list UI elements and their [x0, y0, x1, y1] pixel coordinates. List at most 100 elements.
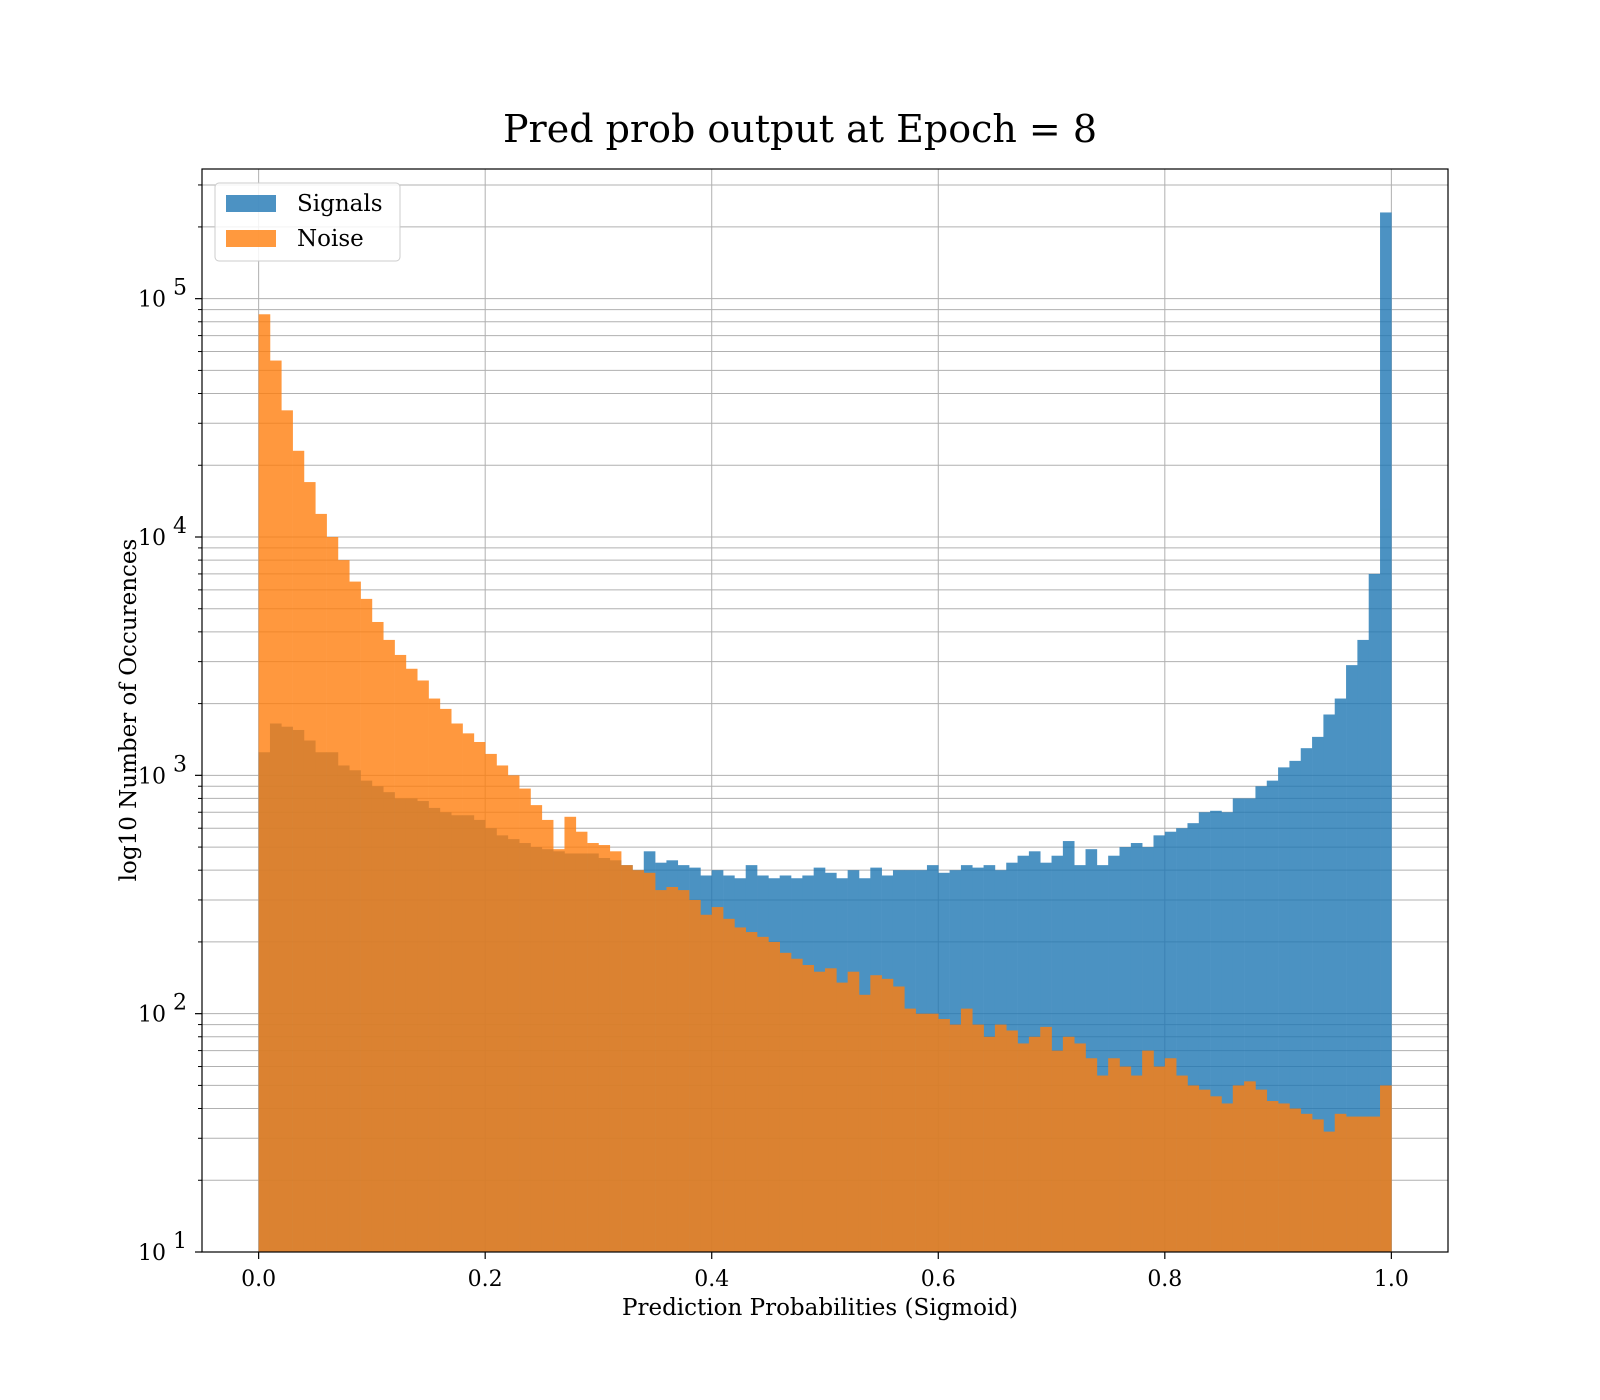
y-tick-exponent: 4	[173, 514, 187, 539]
histogram-bar	[1176, 1075, 1188, 1252]
y-axis-label: log10 Number of Occurences	[116, 539, 142, 882]
histogram-bar	[1357, 639, 1370, 1252]
histogram-bar	[994, 1024, 1007, 1252]
histogram-bar	[1278, 1103, 1290, 1252]
histogram-bar	[349, 581, 361, 1252]
histogram-bar	[519, 788, 531, 1252]
legend-swatch	[226, 195, 276, 212]
histogram-bar	[791, 958, 803, 1252]
histogram-bar	[428, 698, 441, 1252]
histogram-bar	[485, 753, 497, 1252]
histogram-bar	[802, 965, 814, 1252]
histogram-bar	[530, 805, 543, 1252]
histogram-bar	[1300, 748, 1313, 1252]
histogram-bar	[1380, 212, 1392, 1252]
histogram-bar	[507, 775, 520, 1252]
histogram-bar	[666, 886, 679, 1252]
histogram-bar	[405, 668, 418, 1252]
histogram-bar	[1096, 1075, 1109, 1252]
histogram-bar	[462, 733, 475, 1252]
histogram-bar	[1255, 1089, 1268, 1252]
histogram-bar	[700, 914, 713, 1252]
histogram-bar	[598, 845, 611, 1252]
histogram-bar	[734, 927, 747, 1252]
histogram-bar	[836, 982, 848, 1252]
histogram-bar	[1334, 698, 1347, 1252]
histogram-bar	[1380, 1085, 1392, 1252]
x-axis-label: Prediction Probabilities (Sigmoid)	[622, 1295, 1018, 1321]
y-tick-label: 10	[138, 1241, 166, 1266]
histogram-bar	[1232, 798, 1245, 1252]
histogram-bar	[847, 971, 860, 1252]
histogram-bar	[938, 1018, 950, 1252]
histogram-bar	[496, 765, 509, 1252]
histogram-bar	[779, 952, 792, 1252]
plot-frame	[201, 168, 1449, 1253]
histogram-bar	[1006, 1030, 1018, 1252]
histogram-bar	[949, 1024, 962, 1252]
histogram-bar	[1153, 835, 1166, 1252]
plot-area	[201, 168, 1449, 1253]
histogram-bar	[1346, 1116, 1358, 1252]
y-tick-label: 10	[138, 288, 166, 313]
histogram-bar	[315, 513, 327, 1252]
histogram-bar	[723, 918, 735, 1252]
histogram-bar	[1085, 1058, 1098, 1252]
histogram-bar	[394, 654, 407, 1252]
histogram-bar	[1357, 1116, 1370, 1252]
y-tick-label: 10	[138, 1003, 166, 1028]
histogram-bar	[825, 968, 837, 1252]
histogram-bar	[1108, 1058, 1120, 1252]
histogram-bar	[1017, 1043, 1030, 1252]
histogram-bar	[1368, 573, 1381, 1252]
histogram-bar	[1266, 1101, 1279, 1252]
legend: Signals Noise	[214, 182, 401, 262]
histogram-bar	[1300, 1113, 1313, 1252]
histogram-bar	[1085, 849, 1098, 1252]
histogram-bar	[1198, 1089, 1211, 1252]
histogram-bar	[1130, 1075, 1143, 1252]
legend-label: Noise	[297, 226, 364, 252]
x-tick-label: 0.8	[1147, 1267, 1182, 1292]
histogram-bar	[870, 975, 882, 1252]
histogram-bar	[553, 849, 565, 1252]
histogram-bar	[269, 360, 282, 1252]
histogram-bar	[1164, 831, 1177, 1252]
histogram-bar	[904, 1008, 916, 1252]
histogram-bar	[360, 598, 373, 1252]
histogram-bar	[1187, 1085, 1200, 1252]
histogram-bar	[1334, 1113, 1347, 1252]
y-tick-label: 10	[138, 764, 166, 789]
histogram-bar	[1028, 1036, 1041, 1252]
histogram-bar	[473, 741, 486, 1252]
histogram-bar	[1266, 780, 1279, 1252]
y-axis-ticks: 10 1 10 2 10 3 10 4 10 5	[138, 184, 202, 1266]
histogram-bar	[915, 1013, 928, 1252]
x-tick-label: 0.2	[468, 1267, 503, 1292]
histogram-bar	[1278, 767, 1290, 1252]
x-tick-label: 0.4	[694, 1267, 729, 1292]
histogram-bar	[1119, 1066, 1132, 1252]
histogram-bar	[1255, 786, 1268, 1252]
histogram-bar	[1221, 812, 1234, 1252]
histogram-bar	[292, 450, 305, 1252]
histogram-bar	[1289, 760, 1302, 1252]
histogram-bar	[1108, 855, 1120, 1252]
x-tick-label: 0.6	[921, 1267, 956, 1292]
histogram-bar	[303, 482, 316, 1253]
histogram-bar	[609, 851, 622, 1252]
histogram-bar	[1244, 798, 1256, 1252]
histogram-bar	[383, 639, 395, 1252]
histogram-bar	[1232, 1085, 1245, 1252]
x-axis-ticks: 0.0 0.2 0.4 0.6 0.8 1.0	[241, 1252, 1409, 1292]
histogram-bar	[1289, 1108, 1302, 1252]
histogram-bar	[757, 936, 769, 1252]
histogram-bar	[1323, 714, 1336, 1252]
histogram-bar	[1312, 1119, 1324, 1252]
histogram-bar	[1096, 865, 1109, 1252]
histogram-bar	[892, 986, 905, 1252]
histogram-bar	[451, 723, 463, 1252]
histogram-bar	[587, 843, 599, 1252]
histogram-bar	[417, 680, 429, 1252]
